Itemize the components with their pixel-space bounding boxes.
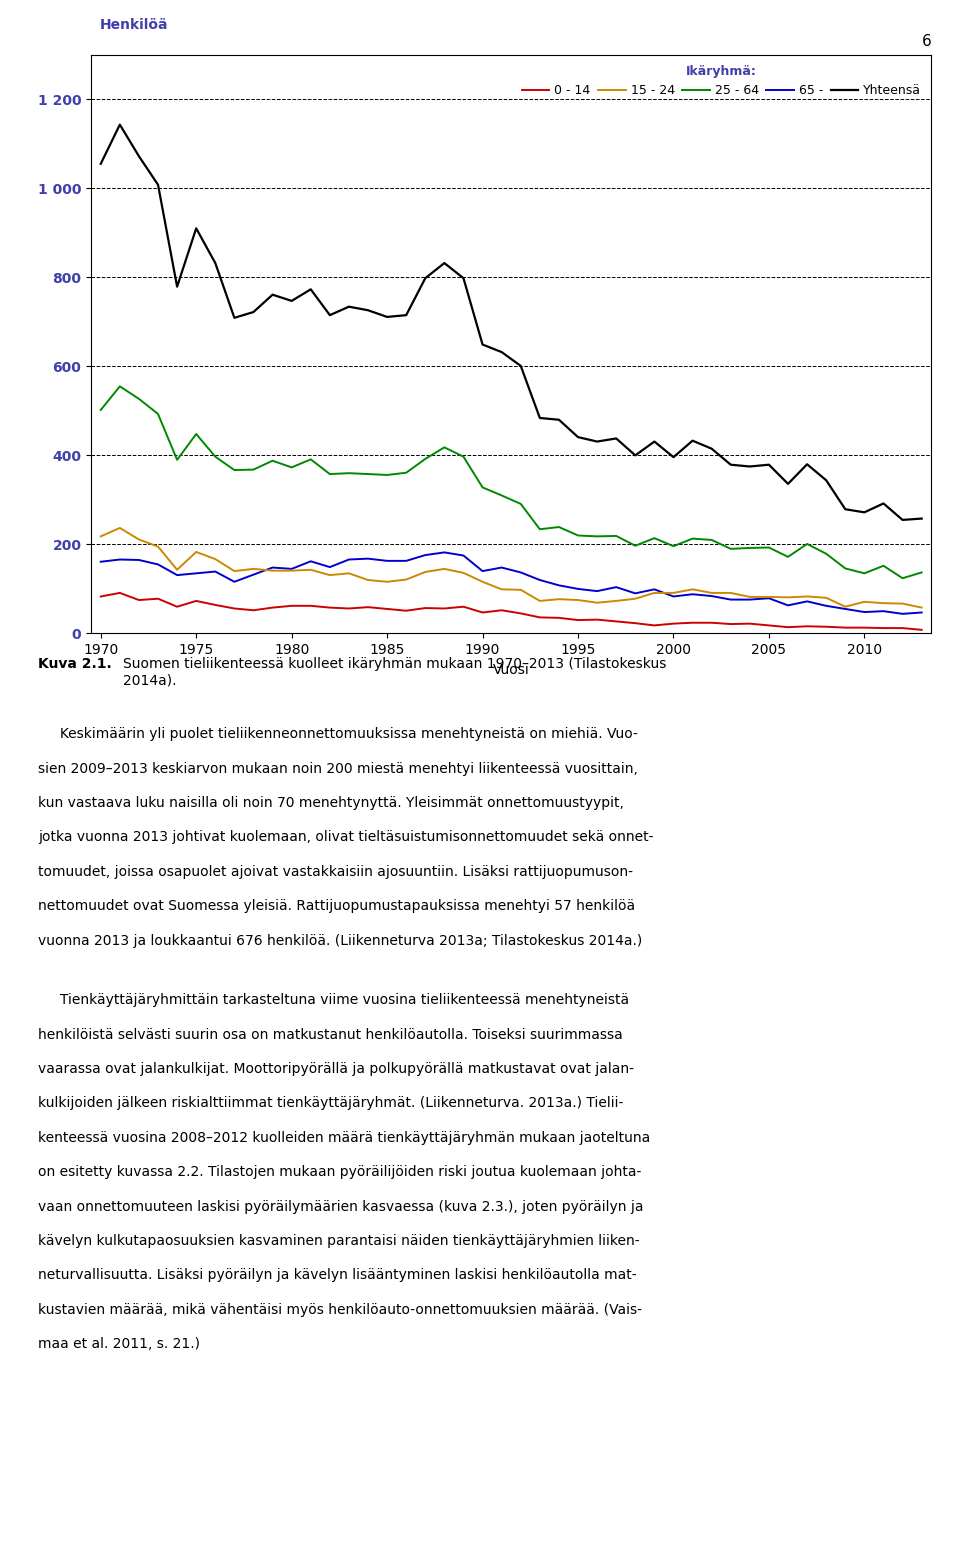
Text: maa et al. 2011, s. 21.): maa et al. 2011, s. 21.) — [38, 1337, 201, 1351]
Text: henkilöistä selvästi suurin osa on matkustanut henkilöautolla. Toiseksi suurimma: henkilöistä selvästi suurin osa on matku… — [38, 1028, 623, 1042]
X-axis label: Vuosi: Vuosi — [492, 663, 530, 677]
Text: vaarassa ovat jalankulkijat. Moottoripyörällä ja polkupyörällä matkustavat ovat : vaarassa ovat jalankulkijat. Moottoripyö… — [38, 1062, 635, 1076]
Text: sien 2009–2013 keskiarvon mukaan noin 200 miestä menehtyi liikenteessä vuosittai: sien 2009–2013 keskiarvon mukaan noin 20… — [38, 762, 638, 776]
Text: vaan onnettomuuteen laskisi pyöräilymäärien kasvaessa (kuva 2.3.), joten pyöräil: vaan onnettomuuteen laskisi pyöräilymäär… — [38, 1200, 644, 1214]
Text: Kuva 2.1.: Kuva 2.1. — [38, 657, 112, 671]
Text: tomuudet, joissa osapuolet ajoivat vastakkaisiin ajosuuntiin. Lisäksi rattijuopu: tomuudet, joissa osapuolet ajoivat vasta… — [38, 865, 634, 879]
Legend: 0 - 14, 15 - 24, 25 - 64, 65 -, Yhteensä: 0 - 14, 15 - 24, 25 - 64, 65 -, Yhteensä — [518, 61, 924, 100]
Text: Suomen tieliikenteessä kuolleet ikäryhmän mukaan 1970–2013 (Tilastokeskus
2014a): Suomen tieliikenteessä kuolleet ikäryhmä… — [123, 657, 666, 687]
Text: on esitetty kuvassa 2.2. Tilastojen mukaan pyöräilijöiden riski joutua kuolemaan: on esitetty kuvassa 2.2. Tilastojen muka… — [38, 1165, 642, 1179]
Text: kenteessä vuosina 2008–2012 kuolleiden määrä tienkäyttäjäryhmän mukaan jaoteltun: kenteessä vuosina 2008–2012 kuolleiden m… — [38, 1131, 651, 1145]
Text: jotka vuonna 2013 johtivat kuolemaan, olivat tieltäsuistumisonnettomuudet sekä o: jotka vuonna 2013 johtivat kuolemaan, ol… — [38, 830, 654, 845]
Text: vuonna 2013 ja loukkaantui 676 henkilöä. (Liikenneturva 2013a; Tilastokeskus 201: vuonna 2013 ja loukkaantui 676 henkilöä.… — [38, 934, 642, 948]
Text: nettomuudet ovat Suomessa yleisiä. Rattijuopumustapauksissa menehtyi 57 henkilöä: nettomuudet ovat Suomessa yleisiä. Ratti… — [38, 899, 636, 913]
Text: kun vastaava luku naisilla oli noin 70 menehtynyttä. Yleisimmät onnettomuustyypi: kun vastaava luku naisilla oli noin 70 m… — [38, 796, 624, 810]
Text: kulkijoiden jälkeen riskialttiimmat tienkäyttäjäryhmät. (Liikenneturva. 2013a.) : kulkijoiden jälkeen riskialttiimmat tien… — [38, 1096, 624, 1110]
Text: kustavien määrää, mikä vähentäisi myös henkilöauto-onnettomuuksien määrää. (Vais: kustavien määrää, mikä vähentäisi myös h… — [38, 1303, 642, 1317]
Text: Henkilöä: Henkilöä — [100, 17, 168, 31]
Text: kävelyn kulkutapaosuuksien kasvaminen parantaisi näiden tienkäyttäjäryhmien liik: kävelyn kulkutapaosuuksien kasvaminen pa… — [38, 1234, 640, 1248]
Text: Tienkäyttäjäryhmittäin tarkasteltuna viime vuosina tieliikenteessä menehtyneistä: Tienkäyttäjäryhmittäin tarkasteltuna vii… — [38, 993, 630, 1007]
Text: neturvallisuutta. Lisäksi pyöräilyn ja kävelyn lisääntyminen laskisi henkilöauto: neturvallisuutta. Lisäksi pyöräilyn ja k… — [38, 1268, 637, 1282]
Text: 6: 6 — [922, 34, 931, 50]
Text: Keskimäärin yli puolet tieliikenneonnettomuuksissa menehtyneistä on miehiä. Vuo-: Keskimäärin yli puolet tieliikenneonnett… — [38, 727, 638, 741]
